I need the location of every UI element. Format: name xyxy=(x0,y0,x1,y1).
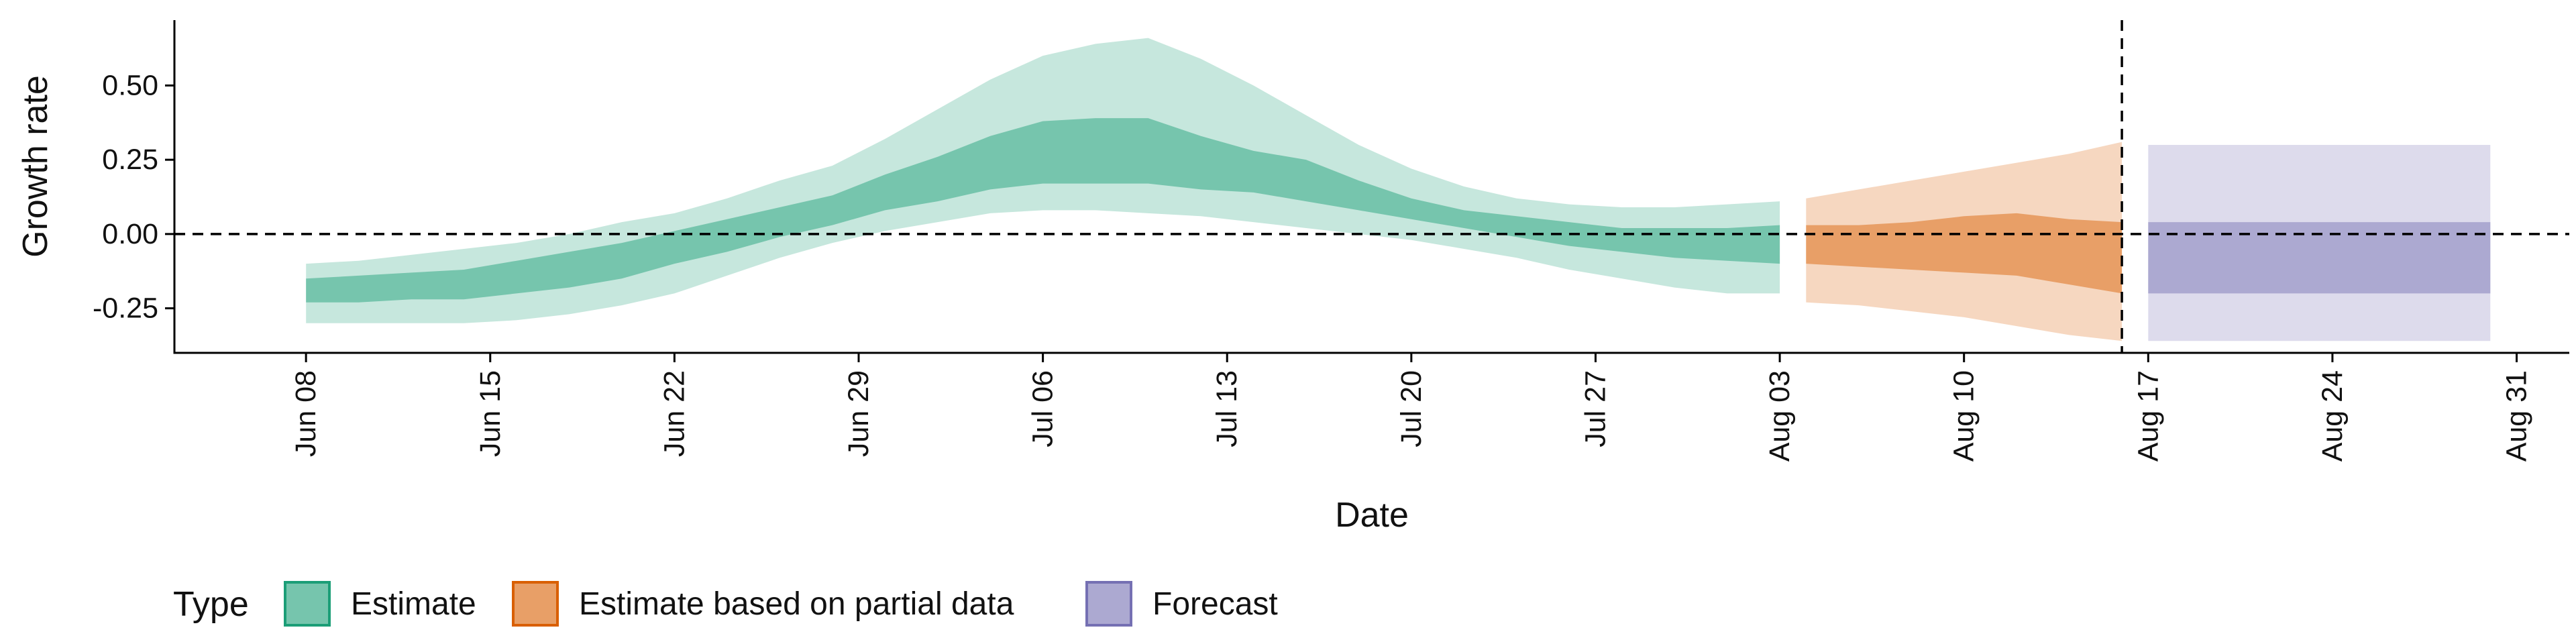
x-tick-label: Jun 15 xyxy=(474,370,506,457)
x-tick-label: Jun 08 xyxy=(290,370,322,457)
x-tick-label: Jul 06 xyxy=(1027,370,1059,447)
x-tick-label: Jun 22 xyxy=(658,370,690,457)
legend: Type Estimate Estimate based on partial d… xyxy=(173,581,1278,627)
legend-label-estimate-based-on-partial-data: Estimate based on partial data xyxy=(579,586,1014,622)
band-layer xyxy=(306,38,2491,341)
x-tick-label: Aug 24 xyxy=(2316,370,2349,462)
x-tick-label: Jul 13 xyxy=(1211,370,1243,447)
x-tick-label: Jul 27 xyxy=(1579,370,1611,447)
reference-lines xyxy=(174,20,2569,353)
x-tick-label: Jun 29 xyxy=(843,370,875,457)
x-axis-title: Date xyxy=(1335,496,1409,535)
x-tick-label: Aug 03 xyxy=(1764,370,1796,462)
legend-label-forecast: Forecast xyxy=(1152,586,1278,622)
x-tick-label: Aug 31 xyxy=(2501,370,2533,462)
forecast-band-50 xyxy=(2148,222,2491,294)
legend-title: Type xyxy=(173,585,249,624)
legend-key-estimate xyxy=(284,581,331,627)
legend-label-estimate: Estimate xyxy=(351,586,476,622)
x-tick-label: Jul 20 xyxy=(1395,370,1428,447)
y-tick-label: -0.25 xyxy=(93,292,158,325)
y-tick-label: 0.50 xyxy=(102,69,158,101)
x-tick-label: Aug 10 xyxy=(1948,370,1980,462)
y-tick-label: 0.25 xyxy=(102,144,158,176)
legend-key-forecast xyxy=(1085,581,1132,627)
x-tick-label: Aug 17 xyxy=(2132,370,2164,462)
axes: -0.25 0.00 0.25 0.50 Jun 08 Jun 15 Jun 22 Jun 2… xyxy=(93,20,2569,462)
y-tick-label: 0.00 xyxy=(102,218,158,250)
y-axis-title: Growth rate xyxy=(16,75,55,258)
estimate-band-50 xyxy=(306,118,1780,303)
legend-key-estimate-based-on-partial-data xyxy=(512,581,559,627)
